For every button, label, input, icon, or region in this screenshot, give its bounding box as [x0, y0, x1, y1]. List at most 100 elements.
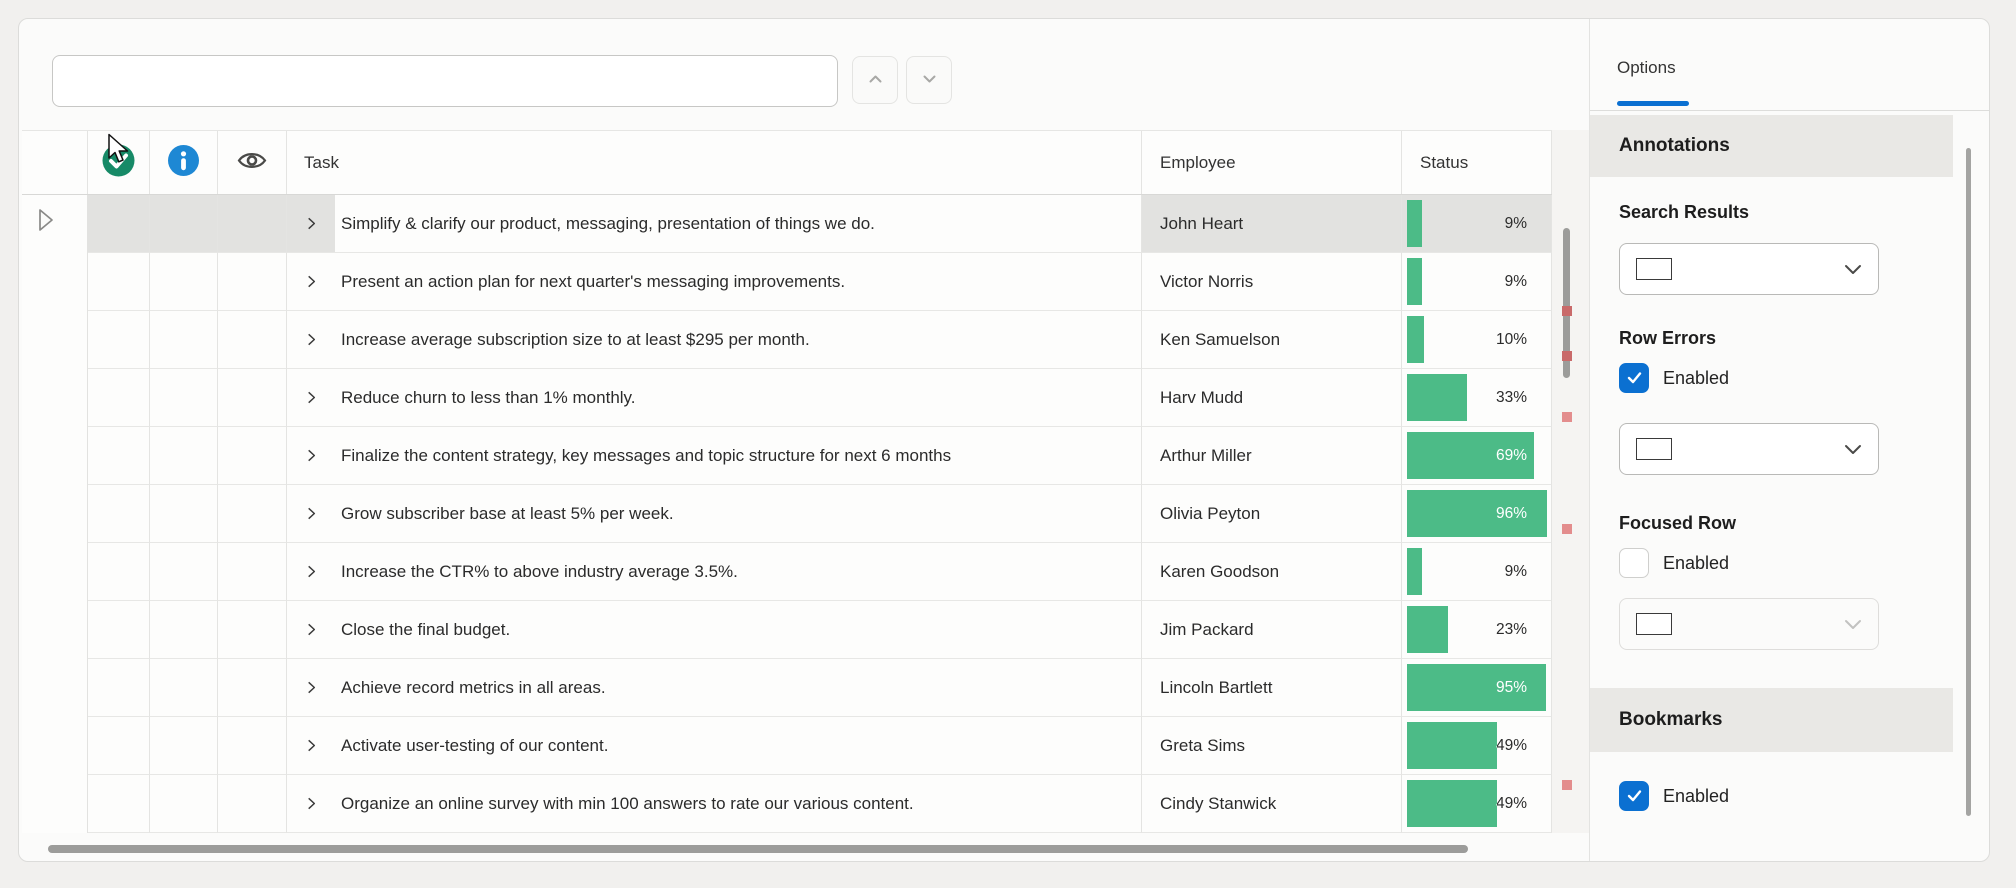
employee-cell: Victor Norris [1142, 253, 1402, 311]
expand-chevron-icon[interactable] [287, 427, 335, 484]
progress-bar: 10% [1407, 316, 1424, 363]
search-results-color-select[interactable] [1619, 243, 1879, 295]
task-cell: Achieve record metrics in all areas. [287, 659, 1142, 717]
previous-match-button[interactable] [852, 56, 898, 104]
marker-cell [218, 659, 287, 717]
focused-row-heading: Focused Row [1619, 513, 1737, 533]
marker-cell [218, 717, 287, 775]
task-cell: Simplify & clarify our product, messagin… [287, 195, 1142, 253]
task-cell: Grow subscriber base at least 5% per wee… [287, 485, 1142, 543]
table-row[interactable]: Increase the CTR% to above industry aver… [88, 543, 1552, 601]
table-row[interactable]: Finalize the content strategy, key messa… [88, 427, 1552, 485]
status-cell: 9% 9% [1402, 195, 1552, 253]
task-cell: Activate user-testing of our content. [287, 717, 1142, 775]
marker-cell [218, 601, 287, 659]
status-cell: 9% 9% [1402, 543, 1552, 601]
row-errors-color-select[interactable] [1619, 423, 1879, 475]
task-label: Simplify & clarify our product, messagin… [341, 213, 875, 233]
scrollbar-annotation-mark [1562, 412, 1572, 422]
header-status[interactable]: Status [1402, 131, 1552, 194]
marker-cell [150, 311, 218, 369]
expand-chevron-icon[interactable] [287, 311, 335, 368]
marker-cell [88, 717, 150, 775]
status-percent-label: 9% [1407, 548, 1422, 595]
expand-chevron-icon[interactable] [287, 253, 335, 310]
expand-chevron-icon[interactable] [287, 543, 335, 600]
marker-cell [150, 485, 218, 543]
table-row[interactable]: Activate user-testing of our content. Gre… [88, 717, 1552, 775]
expand-chevron-icon[interactable] [287, 601, 335, 658]
table-row[interactable]: Grow subscriber base at least 5% per wee… [88, 485, 1552, 543]
task-label: Increase the CTR% to above industry aver… [341, 561, 738, 581]
marker-cell [150, 543, 218, 601]
progress-bar: 9% [1407, 548, 1422, 595]
table-row[interactable]: Organize an online survey with min 100 a… [88, 775, 1552, 833]
expand-chevron-icon[interactable] [287, 485, 335, 542]
header-status-label: Status [1420, 152, 1469, 172]
marker-cell [88, 775, 150, 833]
header-employee[interactable]: Employee [1142, 131, 1402, 194]
marker-cell [218, 775, 287, 833]
expand-chevron-icon[interactable] [287, 659, 335, 716]
marker-cell [150, 195, 218, 253]
chevron-down-icon [921, 71, 938, 90]
eye-icon [237, 150, 267, 176]
row-errors-enabled-checkbox[interactable] [1619, 363, 1649, 393]
task-cell: Present an action plan for next quarter'… [287, 253, 1142, 311]
table-row[interactable]: Simplify & clarify our product, messagin… [88, 195, 1552, 253]
bookmarks-enabled-checkbox[interactable] [1619, 781, 1649, 811]
status-cell: 9% 9% [1402, 253, 1552, 311]
expand-chevron-icon[interactable] [287, 775, 335, 832]
status-percent-label: 49% [1495, 736, 1527, 754]
next-match-button[interactable] [906, 56, 952, 104]
header-expander-column [22, 131, 88, 194]
progress-bar: 23% [1407, 606, 1448, 653]
scrollbar-annotation-mark [1562, 524, 1572, 534]
focused-row-enabled-checkbox[interactable] [1619, 548, 1649, 578]
status-percent-label: 9% [1407, 200, 1422, 247]
status-cell: 33% 33% [1402, 369, 1552, 427]
tab-options[interactable]: Options [1617, 58, 1676, 77]
horizontal-scrollbar-thumb[interactable] [48, 845, 1468, 853]
focused-row-color-select [1619, 598, 1879, 650]
chevron-down-icon [1844, 619, 1862, 630]
vertical-scrollbar-thumb[interactable] [1563, 228, 1570, 378]
expand-chevron-icon[interactable] [287, 369, 335, 426]
task-cell: Close the final budget. [287, 601, 1142, 659]
scrollbar-annotation-mark [1562, 780, 1572, 790]
table-row[interactable]: Reduce churn to less than 1% monthly. Har… [88, 369, 1552, 427]
table-row[interactable]: Present an action plan for next quarter'… [88, 253, 1552, 311]
chevron-down-icon [1844, 264, 1862, 275]
status-cell: 96%96% [1402, 485, 1552, 543]
status-percent-label: 9% [1504, 214, 1527, 232]
status-cell: 23% 23% [1402, 601, 1552, 659]
employee-cell: Karen Goodson [1142, 543, 1402, 601]
marker-cell [218, 543, 287, 601]
scrollbar-annotation-mark [1562, 306, 1572, 316]
bookmarks-enabled-label: Enabled [1663, 786, 1730, 806]
marker-cell [218, 195, 287, 253]
task-label: Grow subscriber base at least 5% per wee… [341, 503, 674, 523]
task-label: Achieve record metrics in all areas. [341, 677, 606, 697]
header-eye-column[interactable] [218, 131, 287, 194]
header-task[interactable]: Task [287, 131, 1142, 194]
marker-cell [218, 485, 287, 543]
marker-cell [150, 601, 218, 659]
table-row[interactable]: Increase average subscription size to at… [88, 311, 1552, 369]
marker-cell [218, 253, 287, 311]
panel-scrollbar-thumb[interactable] [1966, 148, 1971, 816]
search-input[interactable] [52, 55, 838, 107]
table-row[interactable]: Achieve record metrics in all areas. Linc… [88, 659, 1552, 717]
progress-bar: 49% [1407, 780, 1497, 827]
check-circle-icon [101, 143, 136, 183]
header-info-column[interactable] [150, 131, 218, 194]
status-cell: 69%69% [1402, 427, 1552, 485]
task-cell: Increase average subscription size to at… [287, 311, 1142, 369]
expand-chevron-icon[interactable] [287, 195, 335, 252]
search-results-heading: Search Results [1619, 202, 1750, 222]
expand-chevron-icon[interactable] [287, 717, 335, 774]
header-check-column[interactable] [88, 131, 150, 194]
status-percent-label: 96% [1495, 504, 1527, 522]
marker-cell [88, 253, 150, 311]
